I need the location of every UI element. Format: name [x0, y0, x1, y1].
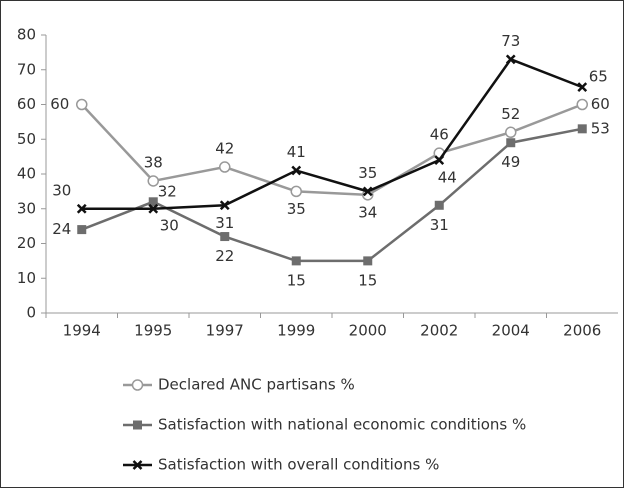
data-label: 65	[589, 68, 608, 86]
data-label: 35	[287, 200, 306, 218]
data-label: 35	[358, 164, 377, 182]
marker	[219, 161, 231, 173]
data-label: 52	[501, 105, 520, 123]
x-tick-label: 2004	[492, 322, 530, 340]
data-label: 60	[50, 95, 69, 113]
marker	[133, 420, 142, 430]
data-label: 49	[501, 153, 520, 171]
marker	[220, 232, 230, 242]
data-label: 44	[438, 169, 457, 187]
marker	[132, 460, 143, 470]
data-label: 34	[358, 203, 377, 221]
marker	[291, 256, 301, 266]
data-label: 31	[215, 214, 234, 232]
data-label: 41	[287, 143, 306, 161]
marker	[362, 186, 373, 197]
x-tick-label: 1994	[63, 322, 101, 340]
x-tick-label: 2002	[420, 322, 458, 340]
marker	[577, 124, 587, 134]
x-tick-label: 1995	[134, 322, 172, 340]
data-label: 46	[430, 126, 449, 144]
marker	[505, 126, 517, 139]
y-tick-label: 60	[17, 95, 36, 113]
marker	[434, 200, 444, 210]
marker	[290, 185, 302, 198]
y-tick-label: 70	[17, 60, 36, 78]
marker	[77, 225, 87, 235]
legend-label: Declared ANC partisans %	[158, 376, 355, 394]
marker	[434, 155, 445, 165]
x-tick-label: 2000	[349, 322, 387, 340]
marker	[219, 200, 230, 211]
y-tick-label: 80	[17, 26, 36, 44]
legend-label: Satisfaction with national economic cond…	[158, 416, 526, 434]
y-tick-label: 50	[17, 130, 36, 148]
data-label: 42	[215, 140, 234, 158]
marker	[147, 175, 159, 187]
data-label: 32	[158, 182, 177, 200]
marker	[576, 98, 588, 111]
marker	[148, 203, 159, 214]
x-tick-label: 1999	[277, 322, 315, 340]
marker	[577, 82, 588, 93]
data-label: 53	[591, 119, 610, 137]
marker	[76, 98, 88, 111]
data-label: 22	[215, 247, 234, 265]
marker	[505, 54, 516, 65]
y-tick-label: 30	[17, 199, 36, 217]
data-label: 30	[52, 181, 71, 199]
marker	[76, 203, 87, 214]
data-label: 73	[501, 32, 520, 50]
data-label: 60	[591, 95, 610, 113]
data-label: 31	[430, 216, 449, 234]
x-tick-label: 1997	[206, 322, 244, 340]
x-tick-label: 2006	[563, 322, 601, 340]
data-label: 24	[52, 220, 71, 238]
legend-label: Satisfaction with overall conditions %	[158, 456, 439, 474]
marker	[506, 138, 516, 148]
series-line	[81, 57, 583, 210]
marker	[131, 379, 144, 391]
series-line	[80, 103, 583, 197]
marker	[148, 197, 158, 207]
y-tick-label: 10	[17, 269, 36, 287]
data-label: 15	[287, 271, 306, 289]
data-label: 38	[144, 153, 163, 171]
y-tick-label: 20	[17, 234, 36, 252]
marker	[363, 256, 373, 266]
data-label: 30	[160, 216, 179, 234]
data-label: 15	[358, 271, 377, 289]
y-tick-label: 40	[17, 165, 36, 183]
marker	[291, 165, 302, 176]
y-tick-label: 0	[26, 304, 36, 322]
